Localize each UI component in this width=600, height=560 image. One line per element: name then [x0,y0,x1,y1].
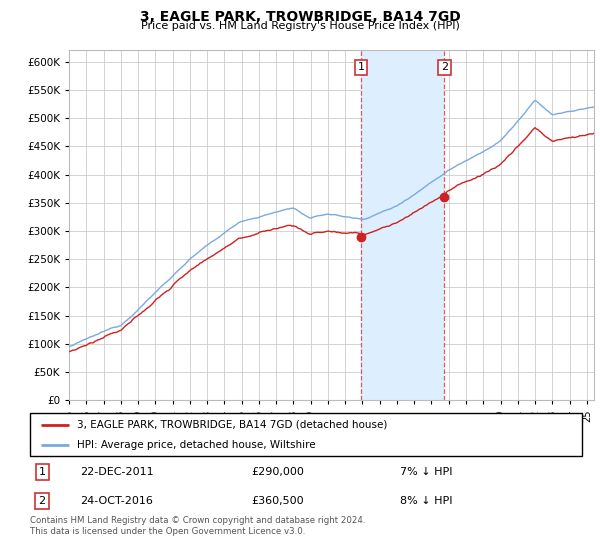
Text: 3, EAGLE PARK, TROWBRIDGE, BA14 7GD: 3, EAGLE PARK, TROWBRIDGE, BA14 7GD [140,10,460,24]
FancyBboxPatch shape [30,413,582,456]
Text: 8% ↓ HPI: 8% ↓ HPI [400,496,452,506]
Text: £290,000: £290,000 [251,467,304,477]
Text: 7% ↓ HPI: 7% ↓ HPI [400,467,452,477]
Text: Price paid vs. HM Land Registry's House Price Index (HPI): Price paid vs. HM Land Registry's House … [140,21,460,31]
Text: £360,500: £360,500 [251,496,304,506]
Text: Contains HM Land Registry data © Crown copyright and database right 2024.
This d: Contains HM Land Registry data © Crown c… [30,516,365,536]
Text: 24-OCT-2016: 24-OCT-2016 [80,496,152,506]
Text: 2: 2 [38,496,46,506]
Text: 1: 1 [358,62,364,72]
Text: HPI: Average price, detached house, Wiltshire: HPI: Average price, detached house, Wilt… [77,441,316,450]
Text: 22-DEC-2011: 22-DEC-2011 [80,467,154,477]
Text: 1: 1 [38,467,46,477]
Text: 3, EAGLE PARK, TROWBRIDGE, BA14 7GD (detached house): 3, EAGLE PARK, TROWBRIDGE, BA14 7GD (det… [77,420,387,430]
Text: 2: 2 [441,62,448,72]
Bar [361,50,445,400]
